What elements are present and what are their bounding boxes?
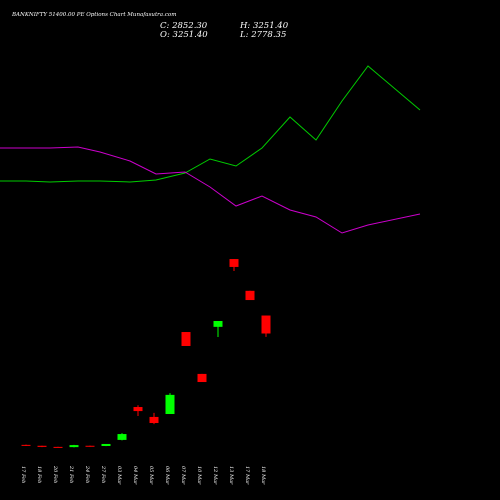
candle-body [149, 416, 159, 424]
x-tick-label: 12 Mar [212, 466, 218, 485]
x-tick-label: 10 Mar [196, 466, 202, 485]
x-tick-label: 21 Feb [68, 465, 74, 483]
candle-body [53, 446, 63, 448]
low-label: L: 2778.35 [239, 30, 286, 40]
x-tick-label: 05 Mar [148, 466, 154, 485]
x-tick-label: 07 Mar [180, 466, 186, 485]
candle-body [21, 444, 31, 446]
candle-body [213, 320, 223, 327]
high-label: H: 3251.40 [239, 21, 289, 31]
x-tick-label: 27 Feb [100, 465, 106, 483]
candle-body [37, 445, 47, 447]
open-label: O: 3251.40 [160, 30, 208, 40]
candle-body [85, 445, 95, 447]
x-tick-label: 20 Feb [52, 465, 58, 483]
x-tick-label: 17 Feb [20, 466, 26, 483]
candle-body [181, 332, 191, 346]
x-tick-label: 13 Mar [228, 466, 234, 485]
indicator-line [0, 65, 421, 183]
candle-body [261, 315, 271, 334]
indicator-line [0, 146, 421, 234]
x-tick-label: 24 Feb [84, 465, 90, 483]
candle-body [229, 259, 239, 267]
x-tick-label: 04 Mar [132, 466, 138, 485]
candle-body [117, 434, 127, 440]
candle-body [101, 443, 111, 446]
x-tick-label: 18 Feb [36, 466, 42, 483]
candle-body [133, 407, 143, 412]
x-tick-label: 06 Mar [164, 466, 170, 485]
x-tick-label: 03 Mar [116, 466, 122, 485]
candle-body [165, 394, 175, 415]
x-tick-label: 18 Mar [260, 466, 266, 485]
chart-title: BANKNIFTY 51400.00 PE Options Chart Muna… [11, 12, 176, 18]
candle-body [197, 373, 207, 383]
x-tick-label: 17 Mar [244, 466, 250, 485]
candle-body [245, 290, 255, 301]
candle-body [69, 445, 79, 448]
close-label: C: 2852.30 [160, 21, 208, 31]
